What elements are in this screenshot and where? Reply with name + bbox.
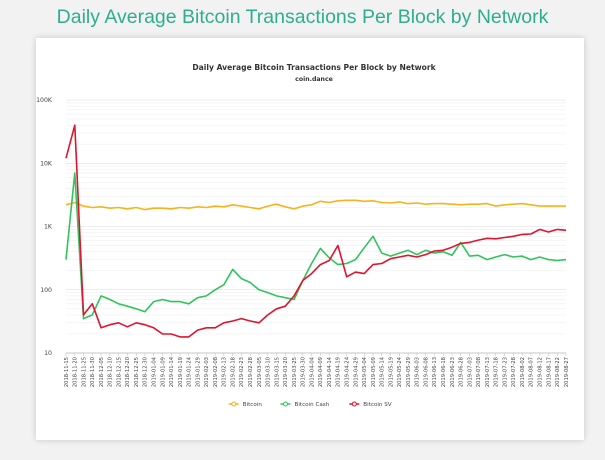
x-tick-label: 2019-04-04 [309,356,315,387]
x-tick-label: 2019-01-29 [195,357,201,387]
x-tick-label: 2018-12-30 [143,357,149,387]
plot-area [65,124,567,338]
x-tick-label: 2019-05-04 [362,356,368,387]
x-tick-label: 2019-01-04 [152,356,158,387]
x-tick-label: 2018-12-10 [108,357,114,387]
x-tick-label: 2019-08-12 [537,357,543,387]
x-axis: 2018-11-15 2018-11-20 2018-11-25 2018-11-30… [64,353,570,387]
x-tick-label: 2019-08-17 [546,357,552,387]
series-line-bitcoin [65,199,566,211]
x-tick-label: 2019-06-08 [423,357,429,387]
x-tick-label: 2019-02-23 [239,357,245,387]
series-line-bitcoin-sv [65,124,567,338]
legend: Bitcoin Bitcoin Cash Bitcoin SV [228,401,392,408]
x-tick-label: 2019-07-03 [467,357,473,387]
x-tick-label: 2019-02-13 [222,357,228,387]
x-tick-label: 2019-06-18 [441,357,447,387]
chart-title: Daily Average Bitcoin Transactions Per B… [192,63,436,72]
legend-marker-bitcoin-cash [282,401,289,407]
y-tick-label: 1K [44,224,53,231]
grid [66,99,566,354]
x-tick-label: 2018-12-05 [99,357,105,387]
x-tick-label: 2019-07-08 [476,357,482,387]
x-tick-label: 2019-01-14 [169,356,175,387]
legend-marker-bitcoin [231,401,237,407]
chart-svg: Daily Average Bitcoin Transactions Per B… [36,63,570,408]
legend-label-bitcoin[interactable]: Bitcoin [243,402,263,408]
x-tick-label: 2019-02-28 [248,357,254,387]
x-tick-label: 2019-02-03 [204,357,210,387]
x-tick-label: 2019-03-05 [257,357,263,387]
page-heading: Daily Average Bitcoin Transactions Per B… [56,6,549,28]
x-tick-label: 2019-05-14 [380,356,386,387]
x-tick-label: 2019-02-08 [213,357,219,387]
y-tick-label: 10K [40,160,53,167]
x-tick-label: 2019-03-20 [283,357,289,387]
x-tick-label: 2019-05-19 [388,357,394,387]
x-tick-label: 2019-07-18 [494,357,500,387]
x-tick-label: 2019-03-10 [266,357,272,387]
x-tick-label: 2019-04-09 [318,357,324,387]
x-tick-label: 2019-06-03 [415,357,421,387]
x-tick-label: 2018-11-25 [81,357,87,387]
x-tick-label: 2019-03-15 [274,357,280,387]
x-tick-label: 2018-11-30 [90,357,96,387]
x-tick-label: 2019-07-13 [485,357,491,387]
x-tick-label: 2018-11-20 [73,357,79,387]
legend-marker-bitcoin-sv [351,401,357,407]
x-tick-label: 2018-12-20 [125,357,131,387]
x-tick-label: 2018-11-15 [64,357,70,387]
x-tick-label: 2019-06-23 [450,357,456,387]
y-tick-label: 10 [44,350,52,357]
x-tick-label: 2019-01-19 [178,357,184,387]
legend-label-bitcoin-cash[interactable]: Bitcoin Cash [295,402,330,408]
x-tick-label: 2018-12-25 [134,357,140,387]
chart-card: Daily Average Bitcoin Transactions Per B… [36,38,584,440]
x-tick-label: 2019-08-22 [555,357,561,387]
x-tick-label: 2019-08-07 [529,357,535,387]
x-tick-label: 2019-04-14 [327,356,333,387]
y-tick-label: 100 [40,287,52,294]
x-tick-label: 2019-05-29 [406,357,412,387]
x-tick-label: 2019-01-24 [187,356,193,387]
x-tick-label: 2019-08-02 [520,357,526,387]
x-tick-label: 2019-04-24 [345,356,351,387]
x-tick-label: 2019-08-27 [564,357,570,387]
x-tick-label: 2019-06-13 [432,357,438,387]
x-tick-label: 2018-12-15 [116,357,122,387]
x-tick-label: 2019-06-28 [459,357,465,387]
x-tick-label: 2019-02-18 [230,357,236,387]
x-tick-label: 2019-07-23 [502,357,508,387]
series-line-bitcoin-cash [65,172,567,320]
x-tick-label: 2019-03-30 [301,357,307,387]
y-axis: 10 100 1K 10K 100K [36,97,53,357]
x-tick-label: 2019-05-09 [371,357,377,387]
x-tick-label: 2019-05-24 [397,356,403,387]
x-tick-label: 2019-04-29 [353,357,359,387]
x-tick-label: 2019-04-19 [336,357,342,387]
legend-label-bitcoin-sv[interactable]: Bitcoin SV [363,402,392,408]
x-tick-label: 2019-07-28 [511,357,517,387]
y-tick-label: 100K [36,97,53,104]
chart-subtitle: coin.dance [295,76,333,83]
x-tick-label: 2019-03-25 [292,357,298,387]
x-tick-label: 2019-01-09 [160,357,166,387]
